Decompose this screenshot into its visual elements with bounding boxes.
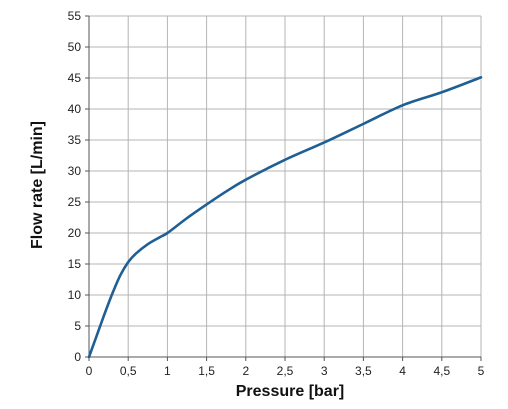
y-tick-label: 40 xyxy=(68,102,82,116)
series-line xyxy=(87,76,483,359)
y-tick-label: 45 xyxy=(68,71,82,85)
x-tick-label: 5 xyxy=(478,364,485,378)
y-tick-label: 25 xyxy=(68,195,82,209)
series-layer xyxy=(87,76,483,359)
x-tick-label: 1,5 xyxy=(198,364,215,378)
y-tick-label: 5 xyxy=(74,319,81,333)
y-axis-title: Flow rate [L/min] xyxy=(29,121,46,249)
y-tick-label: 30 xyxy=(68,164,82,178)
x-tick-label: 0 xyxy=(86,364,93,378)
y-tick-label: 10 xyxy=(68,288,82,302)
x-tick-label: 1 xyxy=(164,364,171,378)
y-tick-label: 35 xyxy=(68,133,82,147)
x-tick-label: 2 xyxy=(242,364,249,378)
x-tick-label: 4,5 xyxy=(433,364,450,378)
x-axis-title: Pressure [bar] xyxy=(236,383,345,400)
x-tick-label: 4 xyxy=(399,364,406,378)
y-tick-label: 15 xyxy=(68,257,82,271)
grid xyxy=(88,15,482,358)
x-tick-label: 2,5 xyxy=(277,364,294,378)
x-tick-label: 3 xyxy=(321,364,328,378)
x-tick-label: 0,5 xyxy=(120,364,137,378)
y-tick-label: 20 xyxy=(68,226,82,240)
y-tick-label: 0 xyxy=(74,350,81,364)
y-tick-label: 55 xyxy=(68,9,82,23)
y-tick-label: 50 xyxy=(68,40,82,54)
axis-ticks: 0 0,5 1 1,5 2 2,5 3 3,5 4 4,5 50510152025303540455… xyxy=(68,9,485,378)
x-tick-label: 3,5 xyxy=(355,364,372,378)
